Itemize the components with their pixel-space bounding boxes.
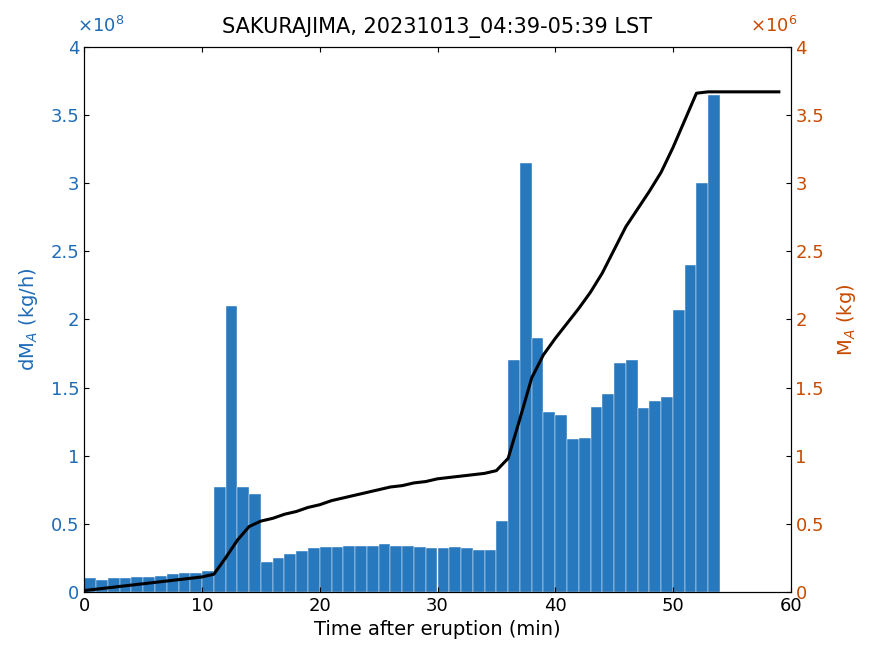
- Bar: [202, 571, 214, 592]
- Bar: [614, 363, 626, 592]
- Bar: [167, 574, 178, 592]
- Bar: [567, 440, 578, 592]
- Bar: [473, 550, 485, 592]
- Bar: [696, 183, 708, 592]
- Bar: [131, 577, 144, 592]
- Bar: [191, 573, 202, 592]
- Bar: [390, 546, 402, 592]
- Bar: [496, 521, 508, 592]
- Bar: [543, 412, 556, 592]
- Bar: [649, 401, 662, 592]
- Bar: [108, 579, 120, 592]
- Bar: [602, 394, 614, 592]
- Bar: [520, 163, 532, 592]
- Bar: [556, 415, 567, 592]
- Bar: [461, 548, 472, 592]
- Bar: [426, 548, 438, 592]
- Bar: [591, 407, 602, 592]
- Bar: [120, 579, 131, 592]
- Bar: [332, 547, 343, 592]
- Bar: [673, 310, 684, 592]
- Bar: [708, 94, 720, 592]
- Bar: [508, 360, 520, 592]
- Bar: [438, 548, 449, 592]
- Bar: [367, 546, 379, 592]
- Y-axis label: dM$_A$ (kg/h): dM$_A$ (kg/h): [17, 268, 39, 371]
- Bar: [178, 573, 191, 592]
- Bar: [449, 547, 461, 592]
- Bar: [284, 554, 297, 592]
- Bar: [96, 580, 108, 592]
- Bar: [355, 546, 367, 592]
- Bar: [638, 408, 649, 592]
- Bar: [684, 265, 696, 592]
- Y-axis label: M$_A$ (kg): M$_A$ (kg): [836, 283, 858, 356]
- Text: $\times 10^6$: $\times 10^6$: [750, 16, 798, 36]
- Bar: [626, 360, 638, 592]
- Bar: [578, 438, 591, 592]
- Bar: [343, 546, 355, 592]
- Bar: [249, 494, 261, 592]
- Bar: [414, 547, 426, 592]
- Bar: [273, 558, 284, 592]
- Bar: [532, 338, 543, 592]
- Bar: [485, 550, 496, 592]
- Bar: [402, 546, 414, 592]
- Bar: [155, 575, 167, 592]
- X-axis label: Time after eruption (min): Time after eruption (min): [314, 621, 561, 640]
- Bar: [662, 397, 673, 592]
- Bar: [214, 487, 226, 592]
- Bar: [144, 577, 155, 592]
- Bar: [308, 548, 319, 592]
- Title: SAKURAJIMA, 20231013_04:39-05:39 LST: SAKURAJIMA, 20231013_04:39-05:39 LST: [222, 17, 653, 38]
- Bar: [379, 544, 390, 592]
- Text: $\times 10^8$: $\times 10^8$: [77, 16, 125, 36]
- Bar: [297, 551, 308, 592]
- Bar: [261, 562, 273, 592]
- Bar: [237, 487, 249, 592]
- Bar: [319, 547, 332, 592]
- Bar: [84, 579, 96, 592]
- Bar: [226, 306, 237, 592]
